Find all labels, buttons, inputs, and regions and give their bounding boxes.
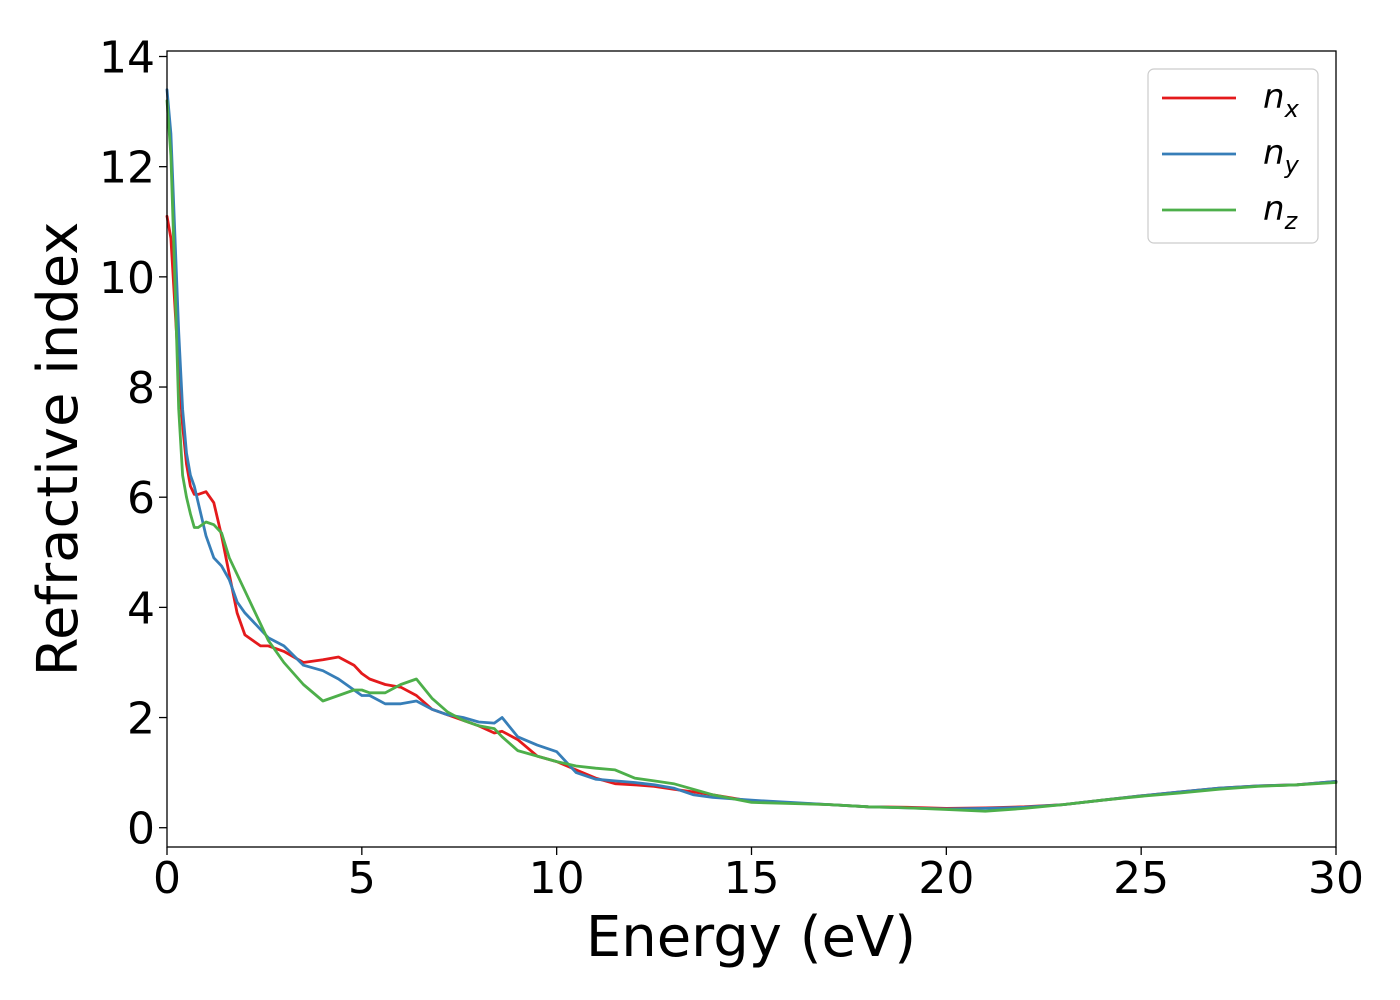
x-tick-label: 30: [1308, 853, 1364, 904]
plot-background: [167, 51, 1336, 847]
y-tick-label: 12: [99, 143, 155, 194]
series-line-n-z: [165, 99, 1338, 813]
series-layer: [165, 88, 1338, 813]
x-axis-label: Energy (eV): [586, 905, 916, 970]
y-tick-label: 4: [127, 583, 155, 634]
x-tick-label: 5: [348, 853, 376, 904]
x-tick-label: 10: [529, 853, 585, 904]
y-tick-label: 6: [127, 473, 155, 524]
y-tick-label: 10: [99, 253, 155, 304]
y-tick-label: 0: [127, 804, 155, 855]
x-tick-label: 25: [1113, 853, 1169, 904]
y-axis-label: Refractive index: [26, 222, 91, 677]
x-tick-label: 0: [153, 853, 181, 904]
legend-label-y: ny: [1263, 133, 1300, 179]
y-tick-label: 8: [127, 363, 155, 414]
x-tick-label: 15: [724, 853, 780, 904]
y-tick-label: 2: [127, 694, 155, 745]
x-tick-label: 20: [918, 853, 974, 904]
legend-box: [1147, 68, 1319, 244]
x-axis-ticks: 0 5 10 15 20 25 30: [153, 847, 1364, 904]
y-tick-label: 14: [99, 33, 155, 84]
y-axis-ticks: 0 2 4 6 8 10 12 14: [99, 33, 167, 855]
